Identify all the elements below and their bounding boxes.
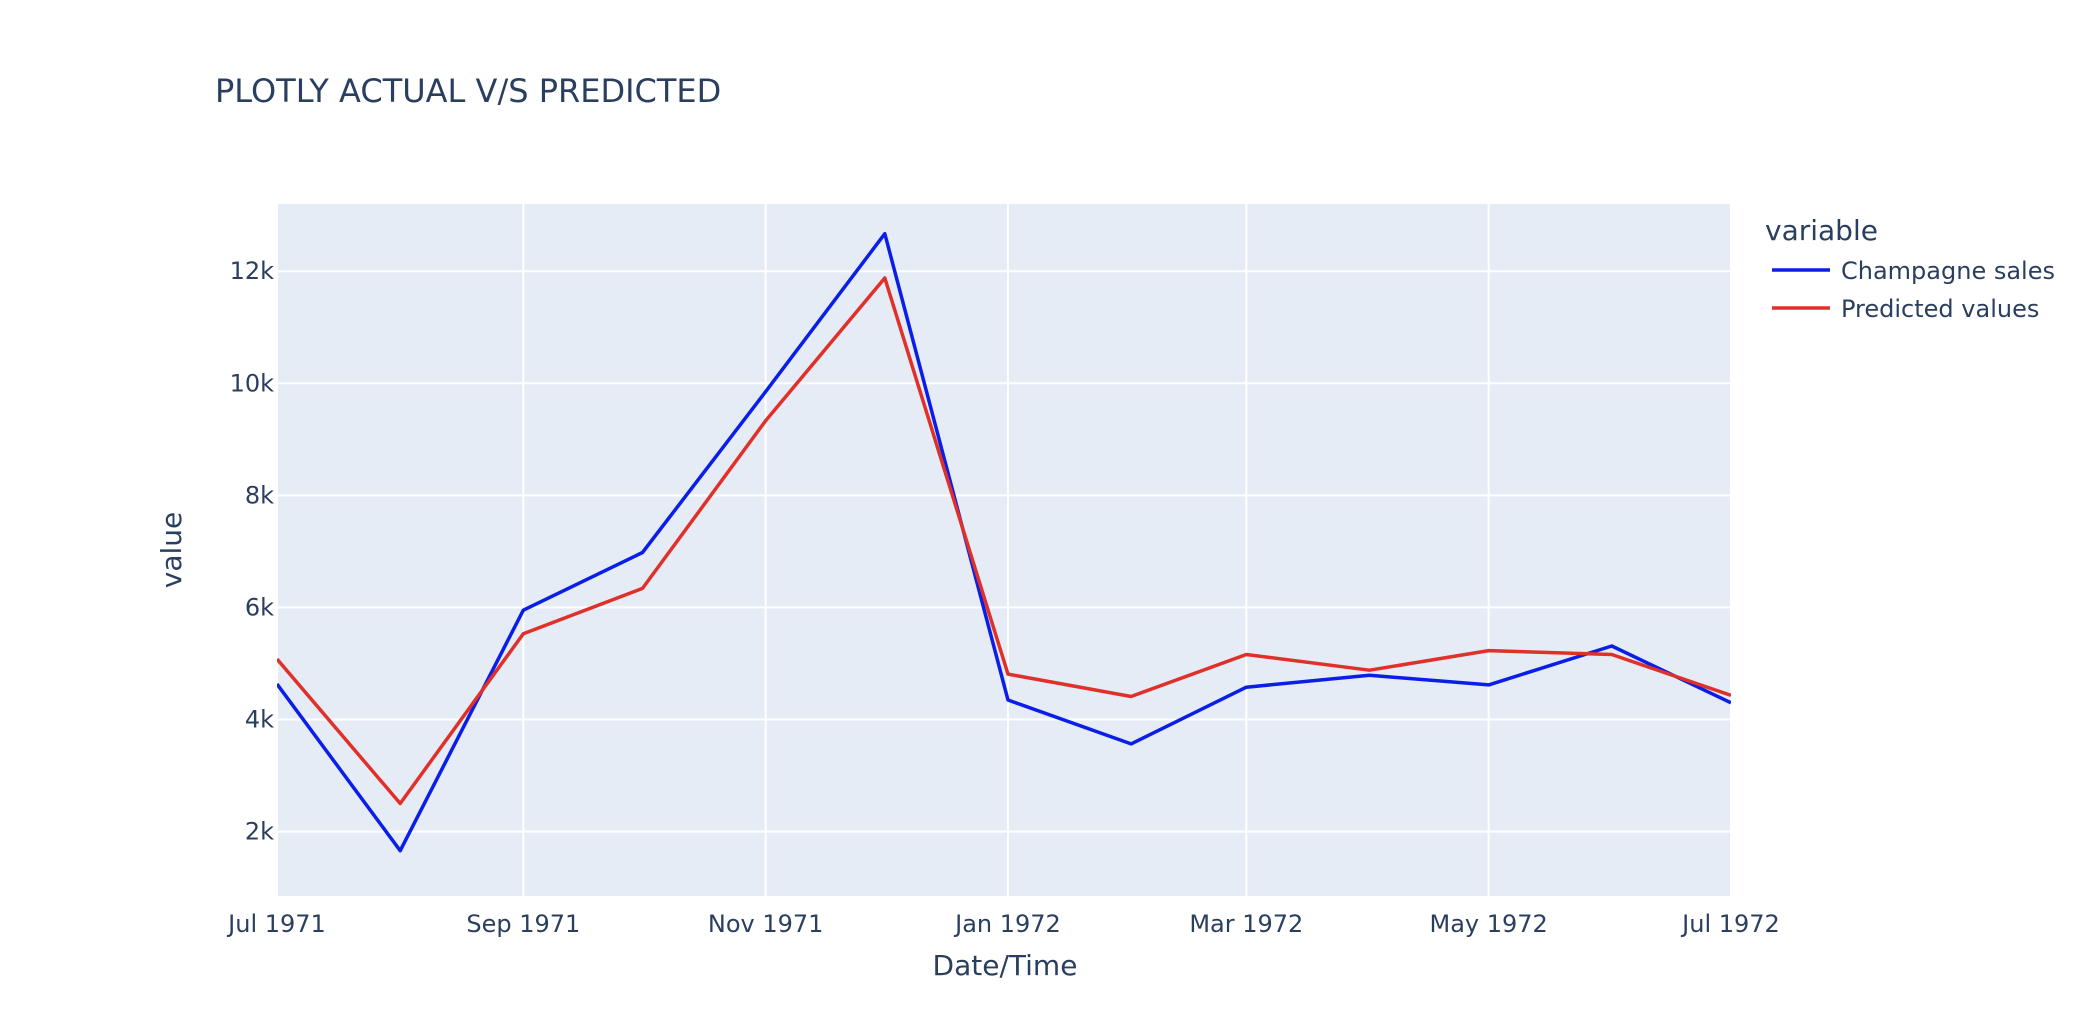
x-tick-label: Sep 1971 (466, 910, 580, 938)
grid-lines (276, 204, 1732, 896)
x-tick-label: Jan 1972 (953, 910, 1061, 938)
x-tick-label: May 1972 (1430, 910, 1548, 938)
series-line-1 (277, 231, 1731, 853)
y-tick-label: 8k (245, 481, 274, 509)
legend-item-label: Predicted values (1841, 295, 2039, 323)
y-tick-label: 2k (245, 818, 274, 846)
y-axis-title: value (155, 512, 188, 588)
x-tick-label: Nov 1971 (708, 910, 824, 938)
legend: variable Champagne sales Predicted values (1765, 214, 2055, 323)
y-tick-label: 12k (230, 257, 275, 285)
y-tick-label: 6k (245, 593, 274, 621)
x-tick-label: Mar 1972 (1189, 910, 1303, 938)
x-axis-ticks: Jul 1971 Sep 1971 Nov 1971 Jan 1972 Mar 1972… (226, 910, 1780, 938)
chart-title: PLOTLY ACTUAL V/S PREDICTED (215, 72, 721, 110)
legend-title: variable (1765, 214, 1878, 247)
y-axis-ticks: 2k 4k 6k 8k 10k 12k (230, 257, 275, 845)
x-tick-label: Jul 1971 (226, 910, 326, 938)
series-line-2 (277, 276, 1731, 806)
y-tick-label: 4k (245, 705, 274, 733)
x-tick-label: Jul 1972 (1680, 910, 1780, 938)
plot-area (277, 204, 1731, 896)
series-lines (277, 231, 1731, 853)
y-tick-label: 10k (230, 369, 275, 397)
legend-item-label: Champagne sales (1841, 257, 2055, 285)
x-axis-title: Date/Time (933, 949, 1078, 982)
